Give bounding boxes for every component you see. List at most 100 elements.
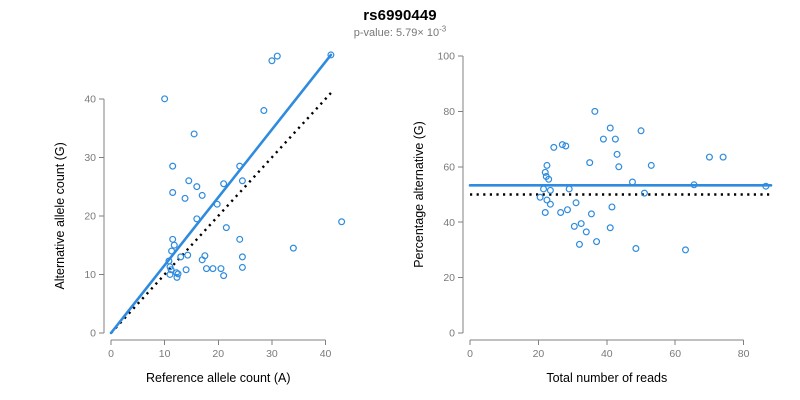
data-point (586, 159, 594, 167)
data-point (640, 189, 648, 197)
data-point (167, 266, 175, 274)
data-point (690, 181, 698, 189)
subtitle-exponent: -3 (439, 24, 447, 34)
regression-line (109, 53, 333, 335)
data-point (562, 142, 570, 150)
data-point (273, 52, 281, 60)
y-axis-tick-label: 0 (449, 328, 455, 340)
data-point (563, 206, 571, 214)
data-point (209, 265, 217, 273)
data-point (190, 130, 198, 138)
x-axis-tick-label: 40 (601, 348, 613, 360)
data-point (647, 161, 655, 169)
data-point (705, 153, 713, 161)
data-point (289, 244, 297, 252)
y-axis-tick-label: 0 (90, 328, 96, 340)
data-point (201, 252, 209, 260)
data-point (606, 224, 614, 232)
data-point (161, 95, 169, 103)
x-axis-tick-label: 80 (738, 348, 750, 360)
x-axis-tick-label: 20 (212, 348, 224, 360)
data-point (170, 241, 178, 249)
data-point (182, 266, 190, 274)
data-point (611, 135, 619, 143)
data-point (217, 265, 225, 273)
x-axis-tick-label: 30 (266, 348, 278, 360)
data-point (599, 135, 607, 143)
data-point (577, 220, 585, 228)
data-point (236, 235, 244, 243)
x-axis-tick-label: 40 (320, 348, 332, 360)
x-axis-tick-label: 0 (108, 348, 114, 360)
data-point (546, 200, 554, 208)
data-point (536, 193, 544, 201)
y-axis-tick-label: 30 (84, 152, 96, 164)
data-point (541, 168, 549, 176)
data-point (327, 51, 335, 59)
data-point (546, 186, 554, 194)
data-point (557, 209, 565, 217)
data-point (168, 247, 176, 255)
data-point (543, 161, 551, 169)
data-point (762, 182, 770, 190)
data-point (545, 175, 553, 183)
data-point (238, 177, 246, 185)
data-point (543, 196, 551, 204)
data-point (174, 270, 182, 278)
data-point (220, 180, 228, 188)
data-point (719, 153, 727, 161)
data-point (540, 185, 548, 193)
x-axis-title: Total number of reads (546, 371, 667, 385)
data-point (177, 253, 185, 261)
y-axis-tick-label: 100 (437, 51, 455, 63)
data-point (173, 273, 181, 281)
data-point (181, 194, 189, 202)
title-block: rs6990449 p-value: 5.79× 10-3 (0, 0, 800, 40)
y-axis-tick-label: 60 (443, 161, 455, 173)
x-axis-tick-label: 60 (669, 348, 681, 360)
data-point (193, 183, 201, 191)
data-point (587, 210, 595, 218)
x-axis-tick-label: 0 (467, 348, 473, 360)
data-point (582, 228, 590, 236)
data-point (572, 199, 580, 207)
y-axis-tick-label: 20 (443, 272, 455, 284)
y-axis-tick-label: 40 (443, 217, 455, 229)
y-axis-tick-label: 80 (443, 106, 455, 118)
data-point (591, 107, 599, 115)
reference-line (110, 92, 332, 334)
data-point (184, 251, 192, 259)
data-point (608, 203, 616, 211)
data-point (575, 240, 583, 248)
data-point (628, 178, 636, 186)
data-point (238, 253, 246, 261)
data-point (565, 185, 573, 193)
page-title: rs6990449 (363, 7, 437, 24)
data-point (558, 141, 566, 149)
data-point (172, 269, 180, 277)
scatter-panel-percentage: 0 20 40 60 80 100 0 20 40 60 80 Total number of rea… (400, 0, 800, 400)
data-point (169, 162, 177, 170)
data-point (185, 177, 193, 185)
data-point (615, 163, 623, 171)
y-axis-tick-label: 40 (84, 93, 96, 105)
data-point (238, 263, 246, 271)
data-point (213, 200, 221, 208)
data-point (169, 235, 177, 243)
subtitle-text: p-value: 5.79× 10 (353, 27, 440, 39)
right-plot-svg: 0 20 40 60 80 100 0 20 40 60 80 Total number of rea… (412, 51, 773, 385)
data-point (220, 272, 228, 280)
data-point (606, 124, 614, 132)
data-point (541, 209, 549, 217)
data-point (681, 246, 689, 254)
chart-subtitle: p-value: 5.79× 10-3 (0, 24, 800, 40)
data-point (268, 57, 276, 65)
x-axis-tick-label: 20 (533, 348, 545, 360)
data-point (632, 245, 640, 253)
y-axis-tick-label: 20 (84, 211, 96, 223)
data-point (202, 265, 210, 273)
data-point (169, 189, 177, 197)
data-point (222, 224, 230, 232)
x-axis-title: Reference allele count (A) (146, 371, 291, 385)
